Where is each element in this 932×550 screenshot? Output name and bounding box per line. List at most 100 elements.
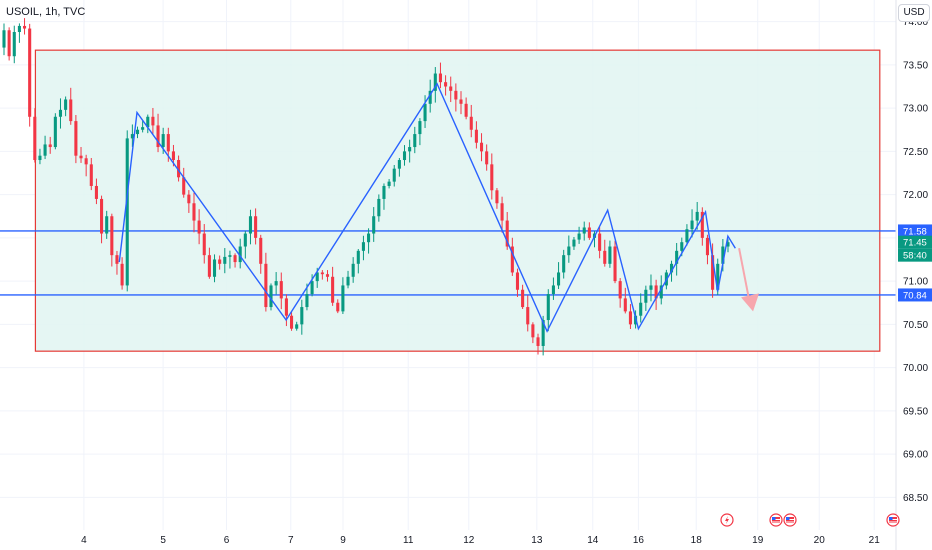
candle-body xyxy=(438,73,442,83)
candle-body xyxy=(151,116,155,126)
candle-body xyxy=(428,90,432,104)
candle-body xyxy=(598,233,602,251)
candle-body xyxy=(243,233,247,247)
candle-body xyxy=(464,103,468,117)
x-tick-label: 13 xyxy=(531,535,543,546)
flash-event-icon[interactable] xyxy=(720,513,734,527)
candle-body xyxy=(100,198,104,234)
range-box[interactable] xyxy=(34,49,881,352)
candle-body xyxy=(89,164,93,186)
candle-body xyxy=(48,144,52,148)
candle-body xyxy=(680,242,684,251)
x-tick-label: 19 xyxy=(752,535,764,546)
candle-body xyxy=(372,216,376,234)
us-flag-event-icon[interactable] xyxy=(769,513,783,527)
x-tick-label: 21 xyxy=(869,535,881,546)
candle-body xyxy=(146,116,150,128)
x-tick-label: 4 xyxy=(81,535,87,546)
candle-body xyxy=(618,281,622,299)
us-flag-event-icon[interactable] xyxy=(783,513,797,527)
candle-body xyxy=(551,285,555,295)
y-tick-label: 68.50 xyxy=(903,493,928,504)
zigzag-pattern[interactable] xyxy=(118,82,736,333)
candle-body xyxy=(459,99,463,104)
price-tag-label: 58:40 xyxy=(903,251,927,262)
candle-body xyxy=(290,315,294,329)
candle-body xyxy=(279,281,283,299)
candle-body xyxy=(207,255,211,277)
candle-body xyxy=(726,242,730,247)
candle-body xyxy=(454,90,458,100)
candle-body xyxy=(94,185,98,199)
candle-body xyxy=(22,25,27,29)
candle-body xyxy=(305,294,309,308)
candle-body xyxy=(202,233,206,256)
y-tick-label: 73.00 xyxy=(903,104,928,115)
candle-body xyxy=(223,256,227,264)
candle-body xyxy=(690,220,694,230)
candle-body xyxy=(135,129,140,135)
candle-body xyxy=(562,255,566,273)
symbol-title[interactable]: USOIL, 1h, TVC xyxy=(6,6,86,18)
y-tick-label: 69.50 xyxy=(903,406,928,417)
x-tick-label: 16 xyxy=(633,535,645,546)
candle-body xyxy=(685,229,689,243)
candle-body xyxy=(2,30,6,48)
candle-body xyxy=(197,220,201,234)
candle-body xyxy=(228,255,232,257)
candle-body xyxy=(623,298,627,312)
candle-body xyxy=(711,255,715,290)
candle-body xyxy=(716,263,720,290)
x-tick-label: 5 xyxy=(160,535,166,546)
currency-button[interactable]: USD xyxy=(898,4,930,22)
y-tick-label: 69.00 xyxy=(903,450,928,461)
x-tick-label: 9 xyxy=(340,535,346,546)
time-axis[interactable]: 4 5 6 7 9 11 12 13 14 16 18 19 20 21 xyxy=(81,535,880,546)
candle-body xyxy=(639,302,643,316)
price-axis[interactable]: 74.0073.5073.0072.5072.0071.5071.0070.50… xyxy=(903,17,928,504)
x-tick-label: 7 xyxy=(288,535,294,546)
candle-body xyxy=(377,198,381,217)
projection-arrow[interactable] xyxy=(738,248,760,312)
y-tick-label: 73.50 xyxy=(903,60,928,71)
candle-body xyxy=(295,324,299,329)
candle-body xyxy=(64,99,68,110)
candle-body xyxy=(177,160,181,178)
candle-body xyxy=(33,116,37,161)
candle-body xyxy=(43,144,47,156)
y-tick-label: 71.00 xyxy=(903,277,928,288)
candle-body xyxy=(644,289,648,303)
candle-body xyxy=(444,82,448,87)
candle-body xyxy=(567,246,571,256)
candle-body xyxy=(38,155,42,161)
event-icons[interactable] xyxy=(720,513,900,527)
candle-body xyxy=(182,177,186,195)
candle-body xyxy=(505,220,509,247)
candle-body xyxy=(161,134,165,148)
us-flag-event-icon[interactable] xyxy=(886,513,900,527)
candle-body xyxy=(69,99,73,122)
price-tag-label: 71.58 xyxy=(903,226,927,237)
candle-body xyxy=(141,127,145,130)
price-tag xyxy=(898,288,932,302)
candle-body xyxy=(449,86,453,91)
price-tag xyxy=(898,224,932,238)
candle-body xyxy=(382,185,386,199)
candle-body xyxy=(212,259,217,277)
candle-body xyxy=(130,134,134,139)
price-tag-label: 71.45 xyxy=(903,238,927,249)
candle-body xyxy=(187,194,191,204)
candle-body xyxy=(284,298,288,316)
arrow-head xyxy=(741,293,760,312)
candle-body xyxy=(336,302,340,312)
candle-body xyxy=(7,30,11,57)
candle-body xyxy=(608,246,612,264)
candle-body xyxy=(254,216,258,238)
x-tick-label: 14 xyxy=(587,535,599,546)
candle-body xyxy=(721,246,725,264)
candle-body xyxy=(485,151,489,165)
candle-body xyxy=(479,142,484,152)
candle-body xyxy=(115,255,119,264)
y-tick-label: 70.00 xyxy=(903,363,928,374)
